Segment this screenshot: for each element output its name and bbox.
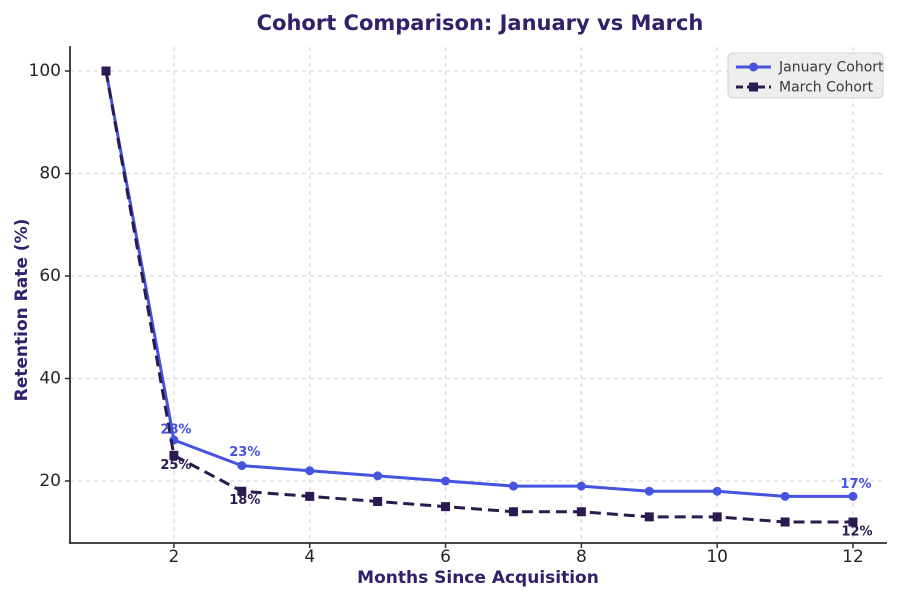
legend-march-marker-icon [749,82,758,92]
march-line [104,70,853,524]
x-tick-label-2: 2 [168,547,179,567]
annotation-january-12: 17% [840,477,871,492]
january-line [104,70,853,498]
x-tick-label-12: 12 [842,547,864,567]
annotation-january-3: 23% [229,445,260,460]
march-marker-12 [848,517,858,527]
annotation-march-12: 12% [841,525,872,540]
x-tick-label-4: 4 [304,547,315,567]
legend-january-marker-icon [749,62,758,72]
january-marker-4 [305,466,315,476]
march-marker-11 [780,517,790,527]
annotation-march-2: 25% [160,458,191,473]
x-tick-label-6: 6 [440,547,451,567]
january-marker-10 [712,486,722,496]
y-tick-label-20: 20 [39,471,61,491]
annotation-january-2: 28% [160,423,191,438]
january-marker-5 [373,471,383,481]
march-marker-8 [576,507,586,517]
axes-layer: 2 4 6 8 10 12 20 40 60 80 100 [29,46,887,567]
y-tick-label-100: 100 [29,61,61,81]
march-marker-9 [644,512,654,522]
x-axis-label: Months Since Acquisition [357,568,599,588]
chart-title: Cohort Comparison: January vs March [257,11,704,35]
legend: January Cohort March Cohort [727,52,884,99]
annotation-layer: 28% 25% 23% 18% 17% 12% [160,423,872,540]
january-marker-12 [848,491,858,501]
march-marker-2 [169,450,179,460]
march-marker-7 [508,507,518,517]
january-marker-7 [508,481,518,491]
january-marker-9 [644,486,654,496]
y-axis-label: Retention Rate (%) [12,219,32,402]
march-marker-6 [441,502,451,512]
january-marker-6 [441,476,451,486]
series-layer [101,66,858,527]
march-marker-3 [237,486,247,496]
legend-march-label: March Cohort [779,80,874,96]
march-marker-5 [373,497,383,506]
x-tick-label-8: 8 [576,547,587,567]
legend-january-label: January Cohort [778,60,884,76]
january-marker-3 [237,461,247,471]
y-tick-label-40: 40 [39,369,61,389]
january-marker-11 [780,491,790,501]
x-tick-label-10: 10 [706,547,728,567]
annotation-march-3: 18% [229,493,260,508]
grid-layer [70,47,886,543]
march-marker-4 [305,491,315,501]
legend-box [727,52,884,99]
january-marker-8 [576,481,586,491]
march-marker-10 [712,512,722,522]
march-marker-1 [101,66,111,76]
y-tick-label-80: 80 [39,164,61,184]
y-tick-label-60: 60 [39,266,61,286]
